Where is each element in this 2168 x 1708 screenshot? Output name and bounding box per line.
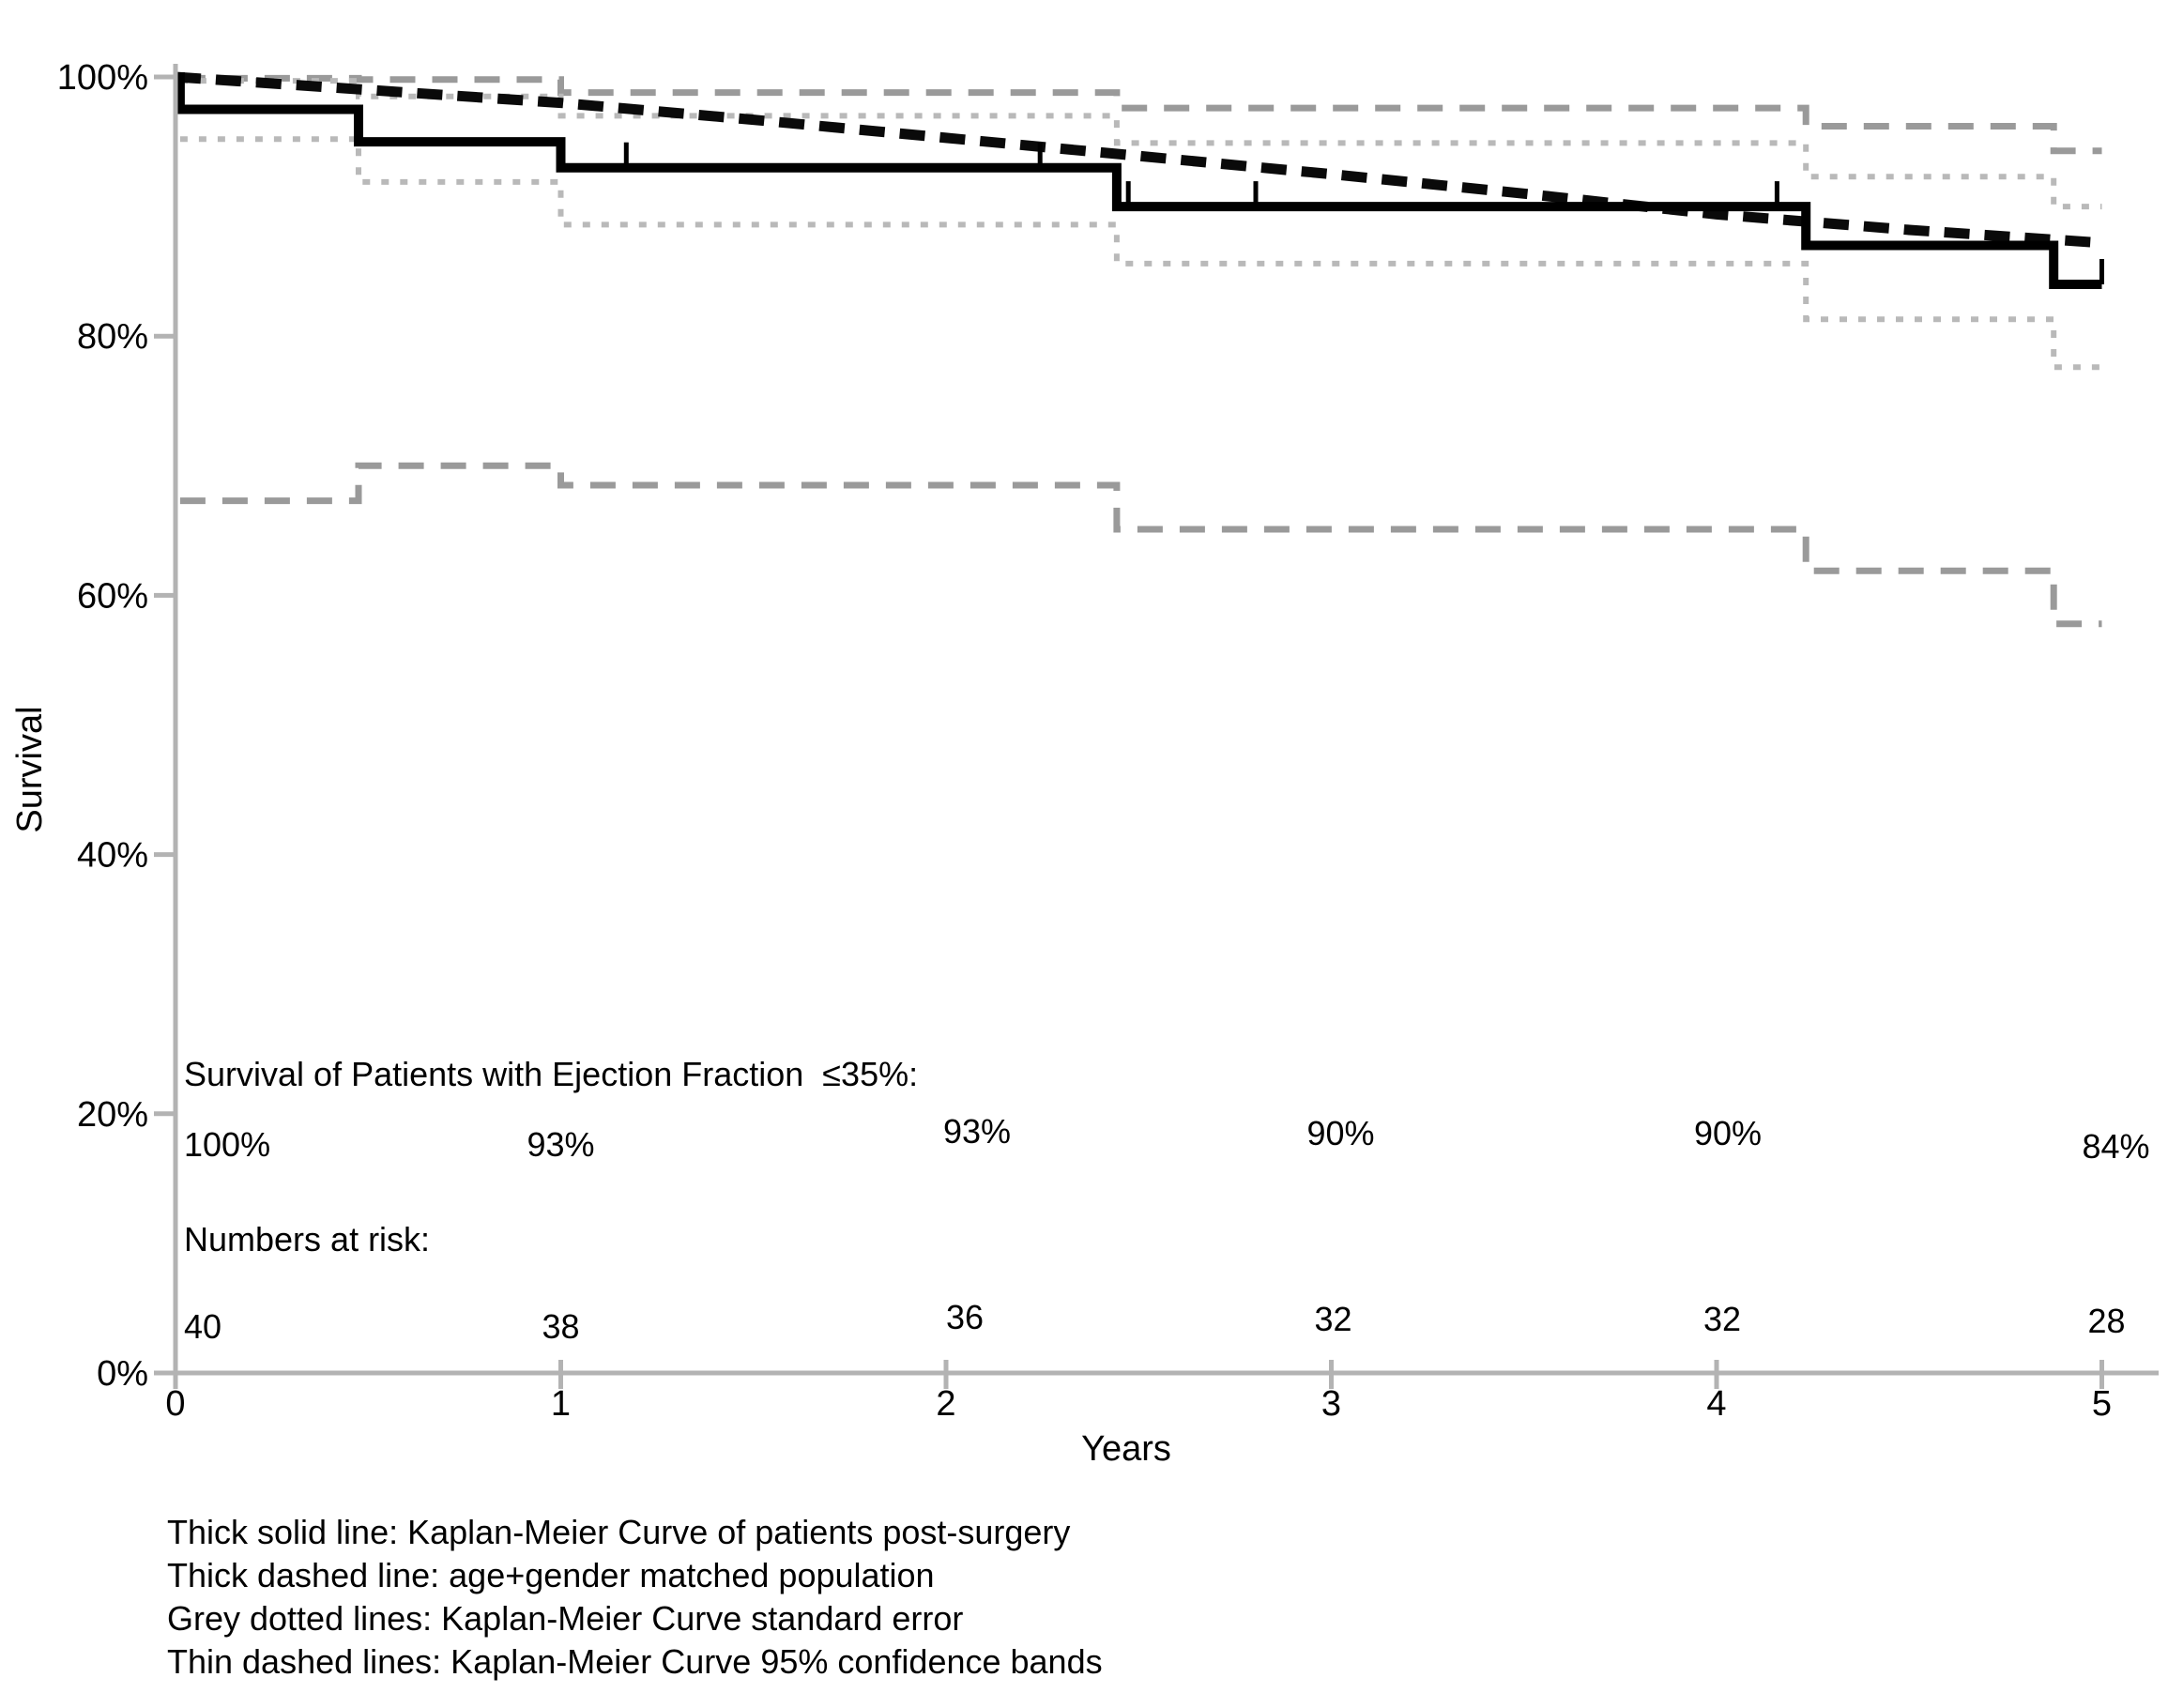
survival-annotation-title: Survival of Patients with Ejection Fract…: [184, 1055, 918, 1093]
legend-line: Grey dotted lines: Kaplan-Meier Curve st…: [167, 1599, 963, 1638]
x-tick-label: 0: [165, 1384, 185, 1424]
curves-layer: [175, 71, 2104, 289]
y-tick-label: 40%: [77, 836, 148, 876]
survival-value-label: 100%: [184, 1125, 270, 1164]
x-tick-label: 5: [2092, 1384, 2112, 1424]
x-axis-title: Years: [1081, 1429, 1171, 1469]
y-tick-label: 60%: [77, 576, 148, 616]
survival-value-label: 84%: [2082, 1127, 2149, 1166]
x-tick-label: 3: [1321, 1384, 1341, 1424]
survival-value-label: 90%: [1694, 1114, 1762, 1152]
se-lower-line: [179, 136, 2102, 371]
y-axis-title: Survival: [10, 706, 50, 832]
y-tick-label: 100%: [57, 58, 148, 98]
risk-value-label: 32: [1703, 1300, 1741, 1338]
km-curve-line: [175, 72, 2102, 289]
risk-value-label: 40: [184, 1307, 221, 1346]
y-tick-label: 80%: [77, 317, 148, 357]
matched-population-line: [175, 71, 2102, 249]
legend-line: Thick dashed line: age+gender matched po…: [167, 1556, 935, 1594]
x-tick-label: 1: [551, 1384, 571, 1424]
x-tick-label: 4: [1706, 1384, 1726, 1424]
risk-value-label: 28: [2087, 1302, 2125, 1340]
survival-value-label: 90%: [1306, 1114, 1374, 1152]
survival-value-label: 93%: [943, 1112, 1011, 1151]
risk-value-label: 32: [1314, 1300, 1351, 1338]
tick-and-annotation-text-layer: 100% 80% 60% 40% 20% 0% 0 1 2 3 4 5 100% 93% 93% 90% 90%…: [57, 58, 2150, 1681]
risk-value-label: 38: [542, 1307, 579, 1346]
y-tick-label: 20%: [77, 1095, 148, 1135]
risk-value-label: 36: [946, 1298, 984, 1336]
legend-line: Thick solid line: Kaplan-Meier Curve of …: [167, 1513, 1070, 1551]
x-tick-label: 2: [936, 1384, 955, 1424]
axes-layer: [154, 64, 2159, 1389]
y-tick-label: 0%: [97, 1354, 148, 1394]
ci-upper-line: [179, 74, 2102, 155]
ci-lower-line: [179, 462, 2102, 628]
survival-value-label: 93%: [527, 1125, 594, 1164]
legend-line: Thin dashed lines: Kaplan-Meier Curve 95…: [167, 1642, 1103, 1681]
numbers-at-risk-title: Numbers at risk:: [184, 1220, 430, 1258]
